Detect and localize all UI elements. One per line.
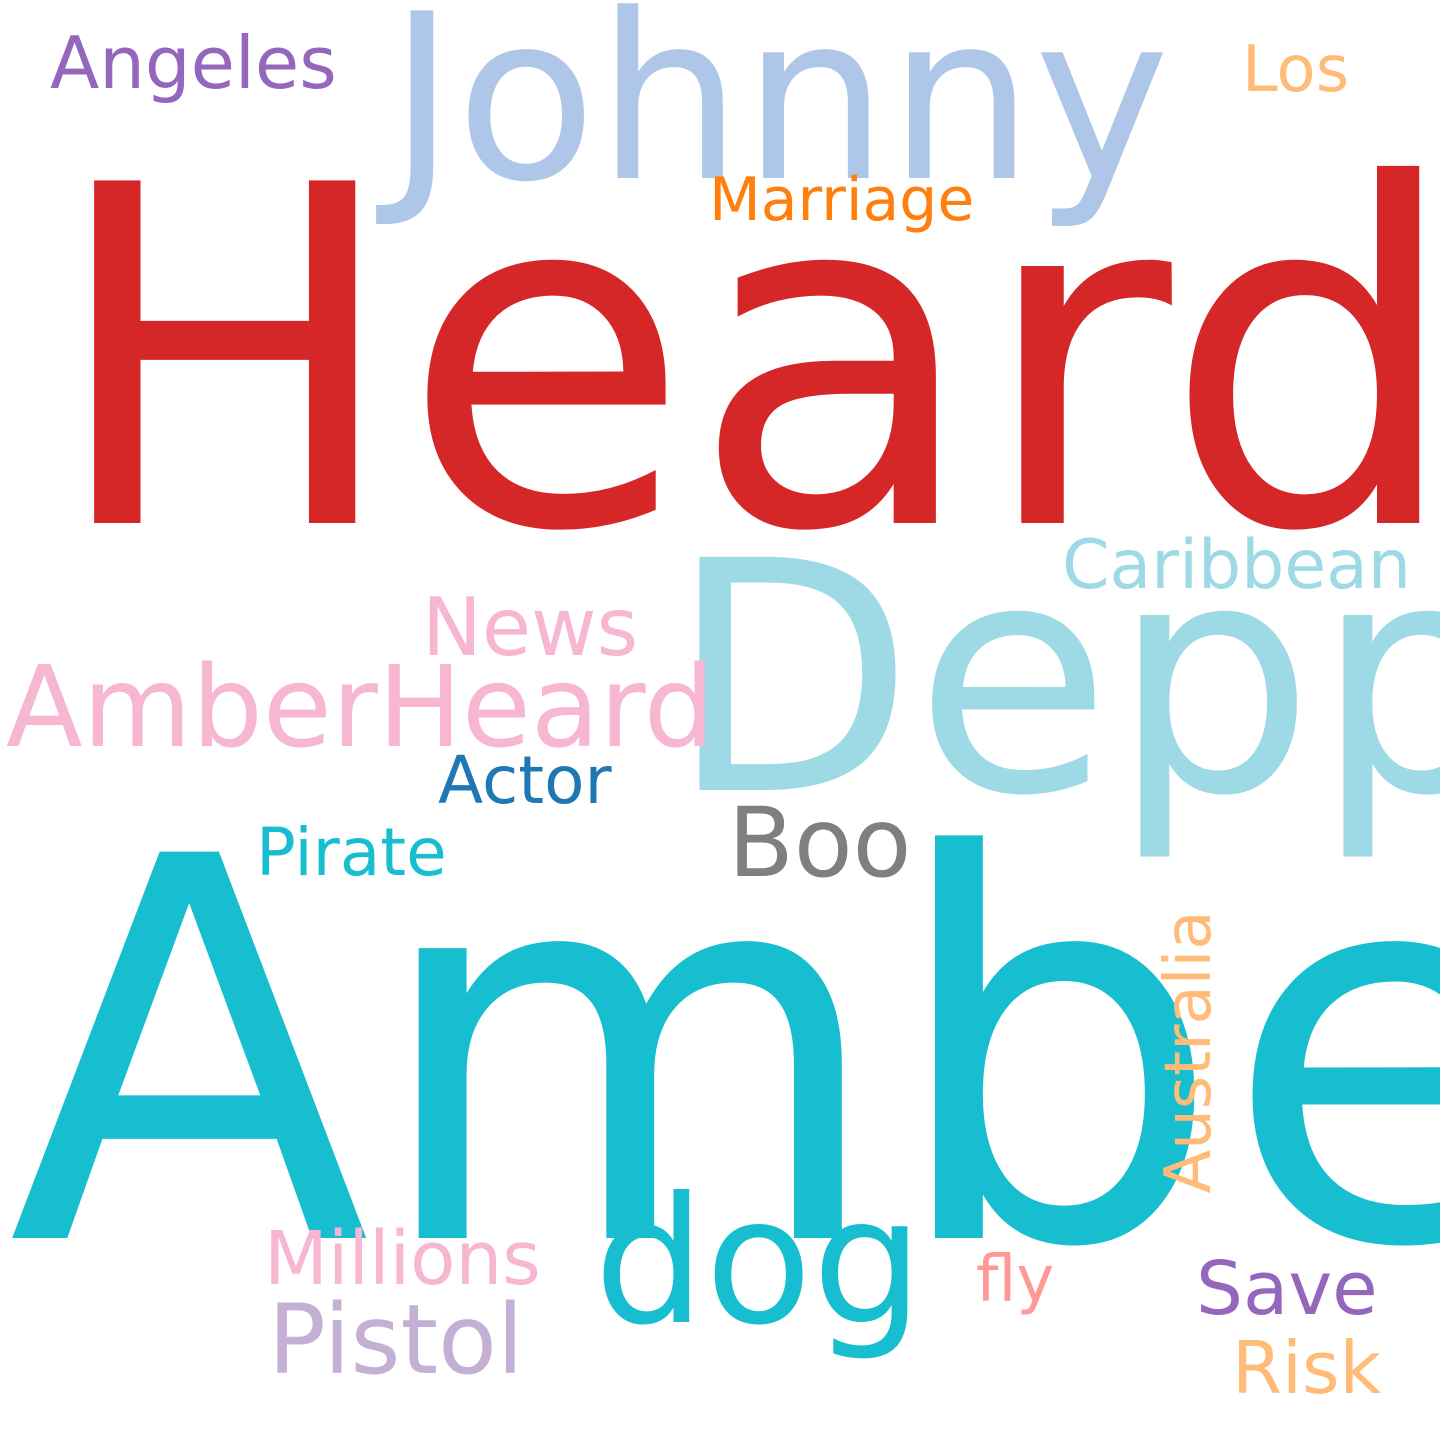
word-save: Save [1196, 1246, 1378, 1332]
word-fly: fly [976, 1243, 1055, 1317]
word-actor: Actor [438, 742, 612, 819]
word-depp: Depp [668, 494, 1440, 866]
word-marriage: Marriage [709, 165, 975, 235]
word-news: News [422, 581, 639, 674]
word-australia: Australia [1152, 910, 1226, 1194]
word-pirate: Pirate [256, 814, 447, 891]
word-boo: Boo [728, 787, 912, 899]
word-caribbean: Caribbean [1062, 526, 1411, 605]
word-pistol: Pistol [268, 1284, 524, 1396]
word-angeles: Angeles [50, 21, 337, 105]
word-dog: dog [594, 1161, 924, 1364]
word-heard: Heard [48, 87, 1440, 634]
word-amber: Amber [8, 746, 1440, 1363]
word-amberheard: AmberHeard [6, 643, 715, 773]
word-millions: Millions [264, 1216, 541, 1302]
word-risk: Risk [1232, 1326, 1382, 1410]
word-johnny: Johnny [388, 0, 1170, 233]
word-los: Los [1242, 33, 1350, 107]
